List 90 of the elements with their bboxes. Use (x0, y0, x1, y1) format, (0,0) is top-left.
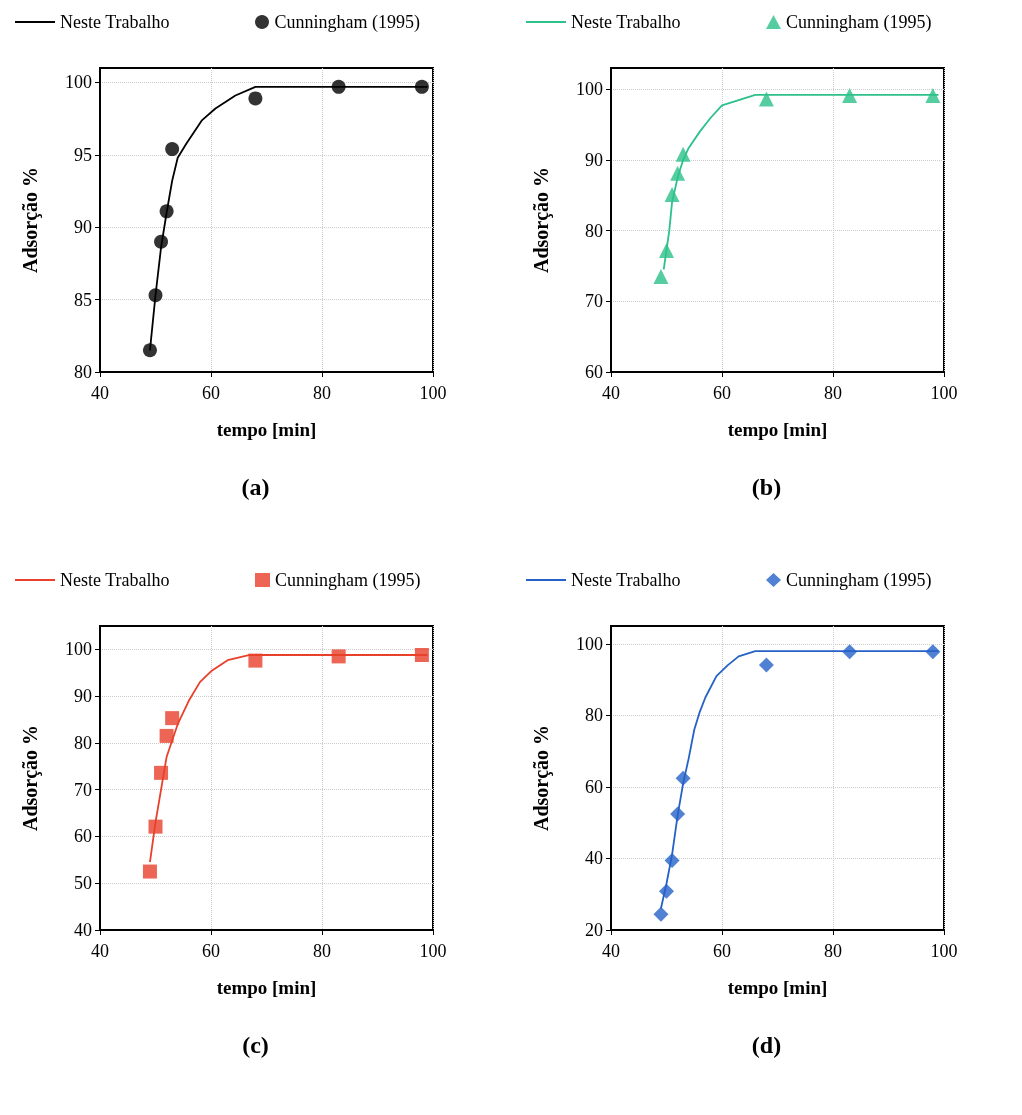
point (148, 819, 163, 834)
x-axis-title: tempo [min] (216, 976, 317, 998)
legend-label: Neste Trabalho (60, 12, 170, 32)
point (142, 343, 157, 358)
point (154, 234, 169, 249)
y-axis-title: Adsorção % (19, 724, 42, 831)
point (154, 765, 169, 780)
point (414, 647, 429, 662)
point (664, 187, 680, 203)
y-tick-label: 100 (65, 72, 92, 93)
x-tick-label: 100 (930, 383, 958, 403)
legend-label: Cunningham (1995) (274, 12, 420, 33)
point (248, 91, 263, 106)
text: (c) (242, 1031, 269, 1058)
point (659, 883, 674, 899)
point (331, 648, 346, 663)
point (758, 656, 774, 672)
point (670, 806, 686, 822)
point (331, 79, 346, 94)
point (670, 165, 686, 181)
y-tick-label: 85 (74, 289, 92, 310)
x-tick-label: 60 (202, 383, 220, 403)
point (659, 242, 674, 258)
y-tick-label: 20 (585, 919, 603, 940)
y-axis-title: Adsorção % (530, 724, 553, 831)
text: (b) (751, 474, 782, 500)
x-tick-label: 60 (713, 940, 731, 961)
y-tick-label: 40 (74, 919, 92, 940)
point (159, 204, 174, 219)
y-tick-label: 100 (65, 638, 92, 659)
y-tick-label: 60 (585, 362, 603, 382)
point (159, 728, 174, 743)
y-tick-label: 80 (585, 220, 603, 241)
text: (d) (751, 1031, 782, 1058)
point (664, 852, 680, 868)
legend-label: Neste Trabalho (571, 12, 681, 32)
x-axis-title: tempo [min] (216, 419, 317, 440)
x-tick-label: 80 (313, 383, 331, 403)
point (148, 288, 163, 303)
y-tick-label: 90 (74, 685, 92, 706)
y-tick-label: 80 (74, 362, 92, 382)
point (842, 88, 858, 104)
x-axis-title: tempo [min] (727, 419, 828, 440)
legend-label: Cunningham (1995) (786, 12, 932, 33)
x-axis-title: tempo [min] (727, 976, 828, 998)
x-tick-label: 40 (91, 940, 109, 961)
y-tick-label: 70 (74, 779, 92, 800)
legend-label: Cunningham (1995) (786, 569, 932, 591)
y-tick-label: 95 (74, 144, 92, 165)
point (758, 91, 774, 107)
y-tick-label: 80 (585, 704, 603, 725)
point (165, 710, 180, 725)
x-tick-label: 40 (602, 383, 620, 403)
y-tick-label: 70 (585, 291, 603, 312)
point (653, 269, 669, 285)
point (414, 79, 429, 94)
point (165, 142, 180, 157)
y-tick-label: 90 (74, 217, 92, 238)
y-tick-label: 50 (74, 872, 92, 893)
y-tick-label: 90 (585, 149, 603, 170)
y-tick-label: 60 (585, 776, 603, 797)
y-tick-label: 60 (74, 825, 92, 846)
x-tick-label: 60 (202, 940, 220, 961)
x-tick-label: 40 (602, 940, 620, 961)
y-tick-label: 40 (585, 847, 603, 868)
x-tick-label: 100 (930, 940, 958, 961)
x-tick-label: 80 (313, 940, 331, 961)
y-axis-title: Adsorção % (19, 166, 42, 274)
legend-label: Neste Trabalho (60, 569, 170, 590)
x-tick-label: 40 (91, 383, 109, 403)
x-tick-label: 80 (824, 940, 842, 961)
point (925, 88, 941, 104)
text: (a) (241, 474, 270, 500)
point (675, 770, 691, 786)
point (925, 643, 941, 659)
y-tick-label: 100 (576, 633, 603, 654)
x-tick-label: 80 (824, 383, 842, 403)
y-tick-label: 100 (576, 79, 603, 100)
point (142, 864, 157, 879)
x-tick-label: 100 (419, 940, 447, 961)
point (248, 653, 263, 668)
x-tick-label: 100 (419, 383, 447, 403)
y-axis-title: Adsorção % (530, 166, 553, 274)
legend-label: Neste Trabalho (571, 569, 681, 590)
legend-label: Cunningham (1995) (275, 569, 421, 591)
x-tick-label: 60 (713, 383, 731, 403)
y-tick-label: 80 (74, 732, 92, 753)
point (675, 146, 691, 162)
point (653, 906, 669, 922)
point (842, 643, 858, 659)
